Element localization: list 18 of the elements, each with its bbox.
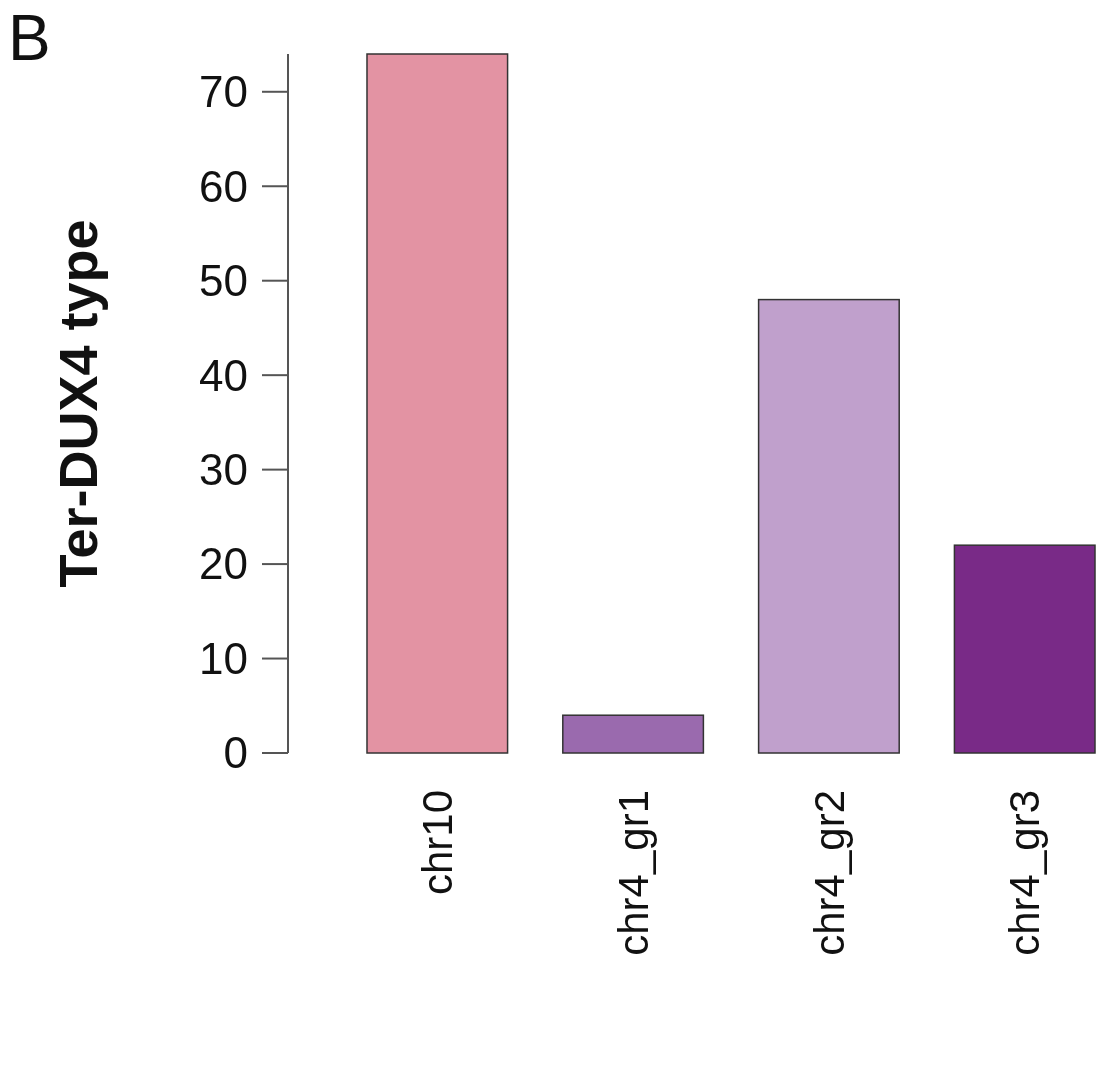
y-tick-label: 50 xyxy=(199,256,248,306)
y-tick-label: 70 xyxy=(199,67,248,117)
y-tick-label: 10 xyxy=(199,633,248,683)
bar xyxy=(757,298,900,754)
y-tick-label: 0 xyxy=(223,728,248,778)
x-tick-label: chr10 xyxy=(413,790,461,896)
x-tick-label: chr4_gr2 xyxy=(805,790,853,956)
x-tick-label: chr4_gr1 xyxy=(609,790,657,956)
bar xyxy=(953,544,1096,754)
y-tick-label: 40 xyxy=(199,350,248,400)
text: B xyxy=(8,2,51,74)
y-axis-title: Ter-DUX4 type xyxy=(47,219,108,588)
bar xyxy=(562,714,705,754)
x-tick-label: chr4_gr3 xyxy=(1001,790,1049,956)
y-tick-label: 60 xyxy=(199,161,248,211)
y-tick-label: 20 xyxy=(199,539,248,589)
bar xyxy=(366,53,509,754)
y-tick-label: 30 xyxy=(199,445,248,495)
